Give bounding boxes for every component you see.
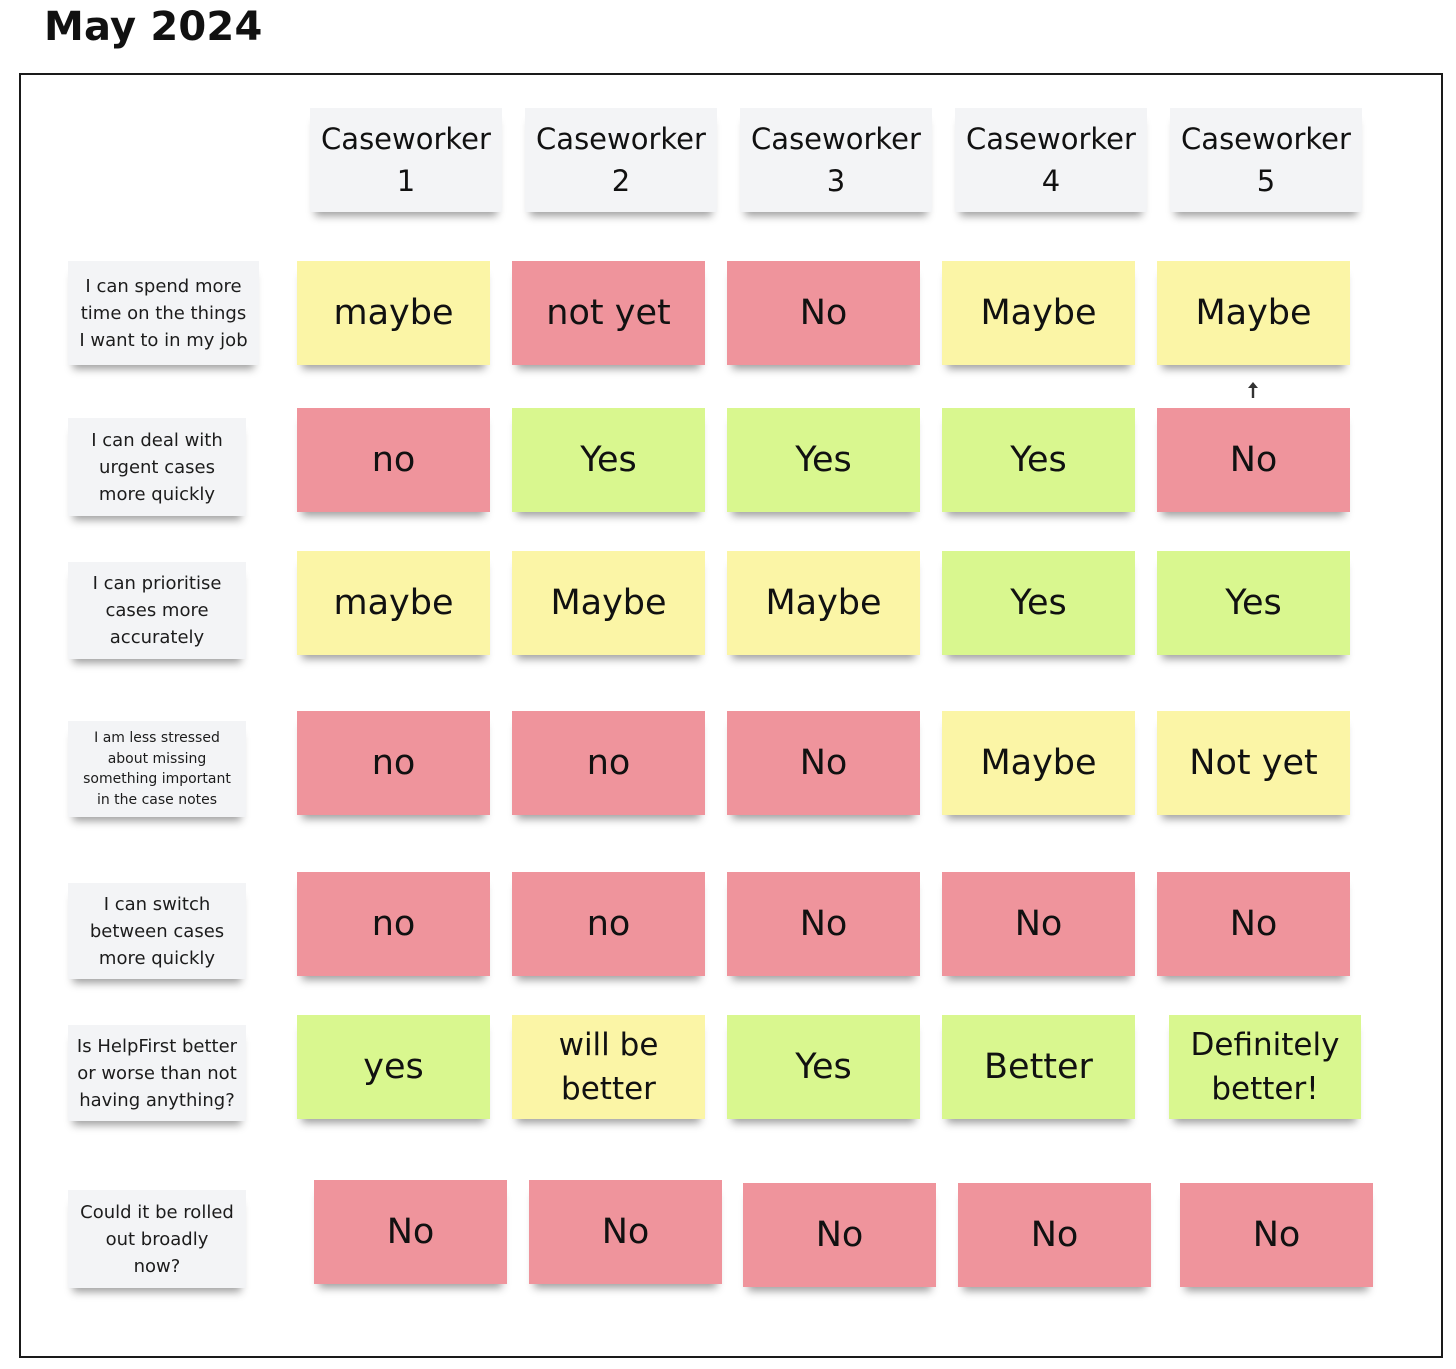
cell-r4-c5[interactable]: Not yet xyxy=(1157,711,1350,815)
cell-r4-c2[interactable]: no xyxy=(512,711,705,815)
cell-r1-c5[interactable]: Maybe xyxy=(1157,261,1350,365)
row-header-urgent-cases[interactable]: I can deal with urgent cases more quickl… xyxy=(68,418,246,516)
cell-r2-c3[interactable]: Yes xyxy=(727,408,920,512)
row-header-rolled-out[interactable]: Could it be rolled out broadly now? xyxy=(68,1190,246,1288)
row-header-prioritise-cases[interactable]: I can prioritise cases more accurately xyxy=(68,562,246,659)
cell-r1-c4[interactable]: Maybe xyxy=(942,261,1135,365)
column-header-label: Caseworker 5 xyxy=(1181,122,1351,198)
column-header-caseworker-2[interactable]: Caseworker 2 xyxy=(525,108,717,212)
cell-r3-c5[interactable]: Yes xyxy=(1157,551,1350,655)
column-header-caseworker-5[interactable]: Caseworker 5 xyxy=(1170,108,1362,212)
cell-r7-c3[interactable]: No xyxy=(743,1183,936,1287)
cell-r6-c4[interactable]: Better xyxy=(942,1015,1135,1119)
cell-r4-c1[interactable]: no xyxy=(297,711,490,815)
row-header-spend-time[interactable]: I can spend more time on the things I wa… xyxy=(68,261,259,365)
row-header-less-stressed[interactable]: I am less stressed about missing somethi… xyxy=(68,721,246,817)
cell-r6-c1[interactable]: yes xyxy=(297,1015,490,1119)
cell-r6-c5[interactable]: Definitely better! xyxy=(1169,1015,1361,1119)
column-header-label: Caseworker 1 xyxy=(321,122,491,198)
sticky-note-board: Caseworker 1 Caseworker 2 Caseworker 3 C… xyxy=(19,73,1443,1358)
cell-r7-c5[interactable]: No xyxy=(1180,1183,1373,1287)
cell-r4-c4[interactable]: Maybe xyxy=(942,711,1135,815)
cell-r5-c4[interactable]: No xyxy=(942,872,1135,976)
cell-r5-c2[interactable]: no xyxy=(512,872,705,976)
cell-r2-c2[interactable]: Yes xyxy=(512,408,705,512)
cell-r6-c3[interactable]: Yes xyxy=(727,1015,920,1119)
cell-r3-c2[interactable]: Maybe xyxy=(512,551,705,655)
column-header-label: Caseworker 3 xyxy=(751,122,921,198)
cell-r2-c1[interactable]: no xyxy=(297,408,490,512)
cell-r7-c4[interactable]: No xyxy=(958,1183,1151,1287)
cell-r3-c3[interactable]: Maybe xyxy=(727,551,920,655)
cell-r5-c5[interactable]: No xyxy=(1157,872,1350,976)
cell-r7-c1[interactable]: No xyxy=(314,1180,507,1284)
cell-r5-c1[interactable]: no xyxy=(297,872,490,976)
cell-r4-c3[interactable]: No xyxy=(727,711,920,815)
cell-r1-c3[interactable]: No xyxy=(727,261,920,365)
column-header-caseworker-4[interactable]: Caseworker 4 xyxy=(955,108,1147,212)
cell-r5-c3[interactable]: No xyxy=(727,872,920,976)
page-title: May 2024 xyxy=(44,4,263,50)
cell-r2-c4[interactable]: Yes xyxy=(942,408,1135,512)
cell-r6-c2[interactable]: will be better xyxy=(512,1015,705,1119)
row-header-switch-cases[interactable]: I can switch between cases more quickly xyxy=(68,883,246,979)
arrow-up-cursor-icon xyxy=(1248,382,1258,398)
cell-r2-c5[interactable]: No xyxy=(1157,408,1350,512)
column-header-caseworker-3[interactable]: Caseworker 3 xyxy=(740,108,932,212)
cell-r1-c1[interactable]: maybe xyxy=(297,261,490,365)
column-header-label: Caseworker 4 xyxy=(966,122,1136,198)
column-header-label: Caseworker 2 xyxy=(536,122,706,198)
cell-r3-c4[interactable]: Yes xyxy=(942,551,1135,655)
cell-r1-c2[interactable]: not yet xyxy=(512,261,705,365)
cell-r7-c2[interactable]: No xyxy=(529,1180,722,1284)
row-header-better-or-worse[interactable]: Is HelpFirst better or worse than not ha… xyxy=(68,1025,246,1121)
cell-r3-c1[interactable]: maybe xyxy=(297,551,490,655)
column-header-caseworker-1[interactable]: Caseworker 1 xyxy=(310,108,502,212)
